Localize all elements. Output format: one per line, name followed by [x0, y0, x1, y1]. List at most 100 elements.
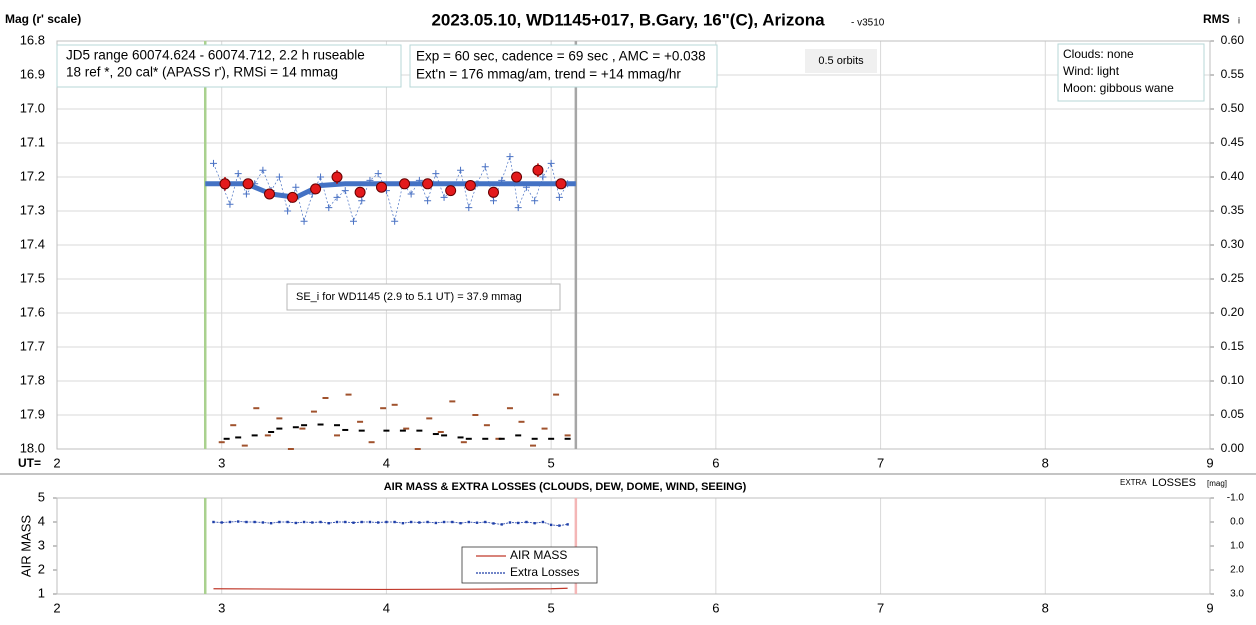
data-point [432, 170, 440, 178]
data-point [209, 159, 217, 167]
data-point [236, 520, 240, 523]
annotation: 0.5 orbits [818, 55, 864, 67]
info-box [409, 44, 718, 88]
y-tick-label: 2 [38, 561, 45, 576]
data-point [391, 217, 399, 225]
data-point [531, 197, 539, 205]
x-tick-label: 8 [1042, 455, 1049, 470]
annotation: JD5 range 60074.624 - 60074.712, 2.2 h r… [66, 48, 365, 63]
data-point [286, 520, 289, 524]
x-tick-label: 4 [383, 600, 390, 615]
data-point [558, 524, 561, 527]
annotations: JD5 range 60074.624 - 60074.712, 2.2 h r… [56, 43, 1205, 311]
y2-tick-label: 0.05 [1221, 407, 1245, 421]
x-axis-label: UT= [18, 456, 41, 470]
y2-tick-label: 0.55 [1221, 67, 1245, 81]
x-tick-label: 3 [218, 600, 225, 615]
data-point [442, 520, 446, 524]
version: - v3510 [851, 18, 885, 29]
data-point [226, 200, 234, 208]
data-point [555, 178, 567, 190]
x-tick-label: 6 [712, 600, 719, 615]
plot: 2 3 4 5 6 7 8 9 16.8 16.9 17.0 17.1 17.2 17.3 17.4 17.5… [20, 32, 1245, 470]
legend [461, 546, 598, 584]
y2-tick-label: 0.0 [1230, 517, 1244, 528]
info-box [56, 44, 402, 88]
data-point [352, 521, 355, 524]
data-point [434, 521, 438, 525]
data-point [319, 520, 322, 524]
data-point [358, 197, 366, 205]
y-axis-label: AIR MASS [18, 515, 33, 577]
data-point [360, 520, 363, 524]
series-line [213, 587, 568, 591]
y-tick-label: 17.7 [20, 338, 45, 353]
series-line [213, 521, 568, 526]
y-tick-label: 17.6 [20, 304, 45, 319]
x-tick-label: 3 [218, 455, 225, 470]
data-point [465, 204, 473, 212]
annotation: Ext'n = 176 mmag/am, trend = +14 mmag/hr [416, 67, 681, 82]
y2-tick-label: 3.0 [1230, 589, 1244, 600]
data-point [311, 521, 314, 524]
data-point [287, 191, 299, 203]
y-tick-label: 4 [38, 513, 45, 528]
data-point [459, 522, 462, 525]
data-point [426, 520, 429, 524]
data-point [492, 522, 495, 525]
data-point [220, 521, 223, 524]
y2-tick-label: 0.60 [1221, 33, 1245, 47]
data-point [354, 186, 366, 198]
data-point [481, 163, 489, 171]
data-point [284, 207, 292, 215]
x-tick-label: 4 [383, 455, 390, 470]
data-point [294, 521, 298, 525]
data-point [375, 181, 387, 193]
y-tick-label: 17.9 [20, 406, 45, 421]
y2-axis-label: RMS [1203, 12, 1230, 26]
data-point [457, 166, 465, 174]
data-point [467, 520, 470, 524]
data-point [511, 171, 523, 183]
x-tick-label: 2 [53, 455, 60, 470]
y2-tick-label: 1.0 [1230, 541, 1244, 552]
data-point [278, 520, 281, 524]
x-tick-label: 2 [53, 600, 60, 615]
data-point [327, 522, 330, 525]
data-point [484, 520, 487, 524]
data-point [489, 197, 497, 205]
data-point [445, 185, 457, 197]
y2-tick-label: 0.35 [1221, 203, 1245, 217]
data-point [401, 522, 405, 525]
y2-tick-label: 0.50 [1221, 101, 1245, 115]
y-tick-label: 17.4 [20, 236, 45, 251]
data-point [487, 186, 499, 198]
y-tick-label: 17.8 [20, 372, 45, 387]
data-point [234, 170, 242, 178]
data-point [242, 178, 254, 190]
data-point [269, 522, 273, 525]
data-point [302, 520, 306, 524]
chart-title: 2023.05.10, WD1145+017, B.Gary, 16"(C), … [431, 10, 825, 29]
data-point [317, 173, 325, 181]
data-point [422, 178, 434, 190]
plot-frame [56, 40, 1211, 450]
y2-axis-label: EXTRA [1120, 478, 1147, 487]
data-point [333, 193, 341, 201]
data-point [539, 173, 547, 181]
data-point [341, 187, 349, 195]
y-tick-label: 5 [38, 489, 45, 504]
data-point [292, 183, 300, 191]
annotation: Moon: gibbous wane [1063, 81, 1174, 95]
y-tick-label: 16.8 [20, 32, 45, 47]
data-point [440, 193, 448, 201]
data-point [541, 520, 545, 524]
y2-tick-label: -1.0 [1227, 493, 1245, 504]
y-tick-label: 17.1 [20, 134, 45, 149]
data-point [451, 520, 454, 524]
data-point [300, 217, 308, 225]
data-point [532, 164, 544, 176]
data-point [331, 171, 343, 183]
x-tick-label: 8 [1042, 600, 1049, 615]
